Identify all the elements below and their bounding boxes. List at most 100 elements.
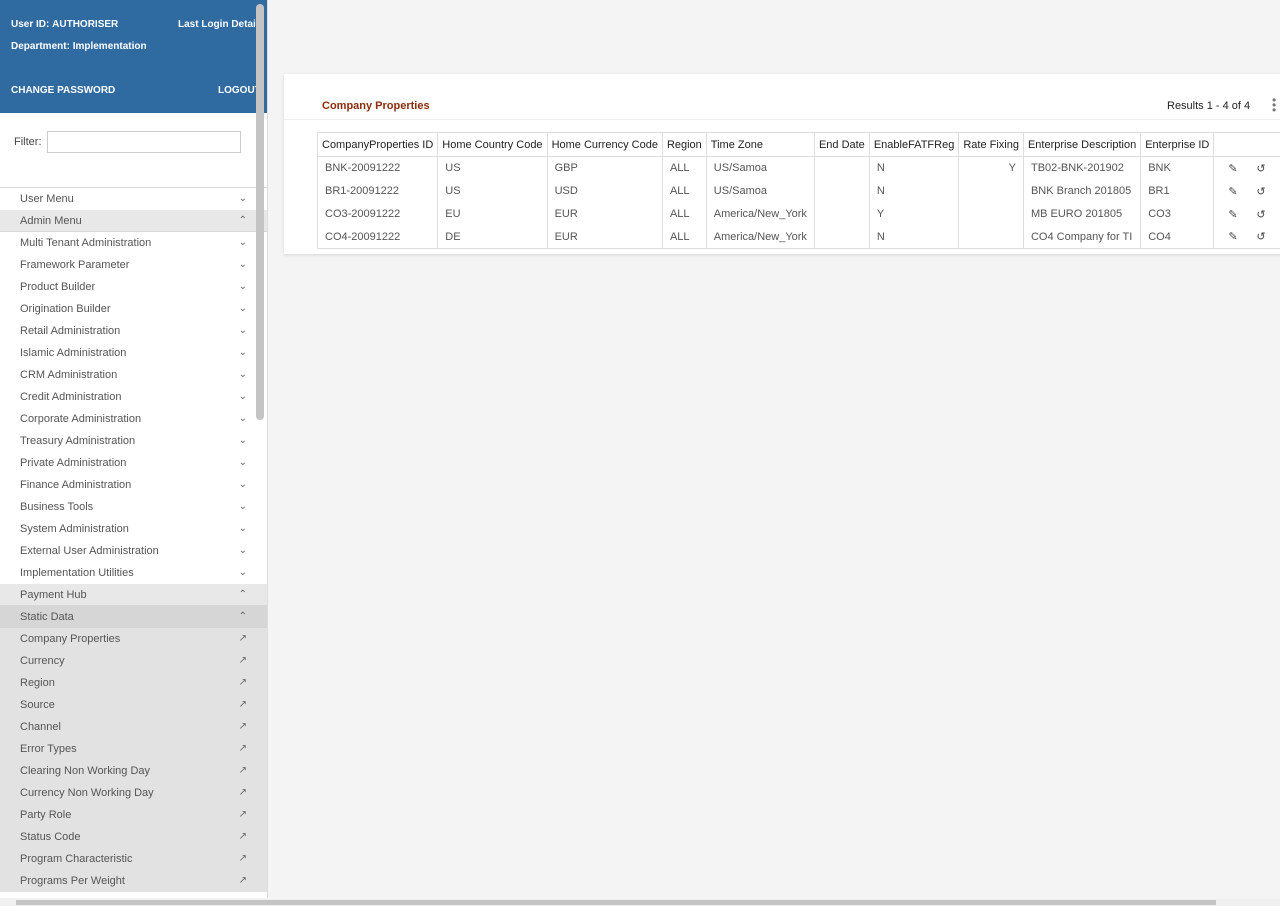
sidebar-item-multi-tenant-administration[interactable]: Multi Tenant Administration ⌄: [0, 232, 267, 254]
chevron-down-icon: ⌄: [238, 501, 247, 512]
sidebar-item-user-menu[interactable]: User Menu ⌄: [0, 188, 267, 210]
table-cell: US/Samoa: [705, 179, 815, 203]
logout-link[interactable]: LOGOUT: [218, 85, 261, 96]
column-header[interactable]: CompanyProperties ID: [316, 132, 439, 157]
table-row[interactable]: CO4-20091222 DE EUR ALL America/New_York N CO4…: [316, 225, 1280, 249]
results-count: Results 1 - 4 of 4: [1167, 100, 1251, 112]
sidebar-item-payment-hub[interactable]: Payment Hub ⌃: [0, 584, 267, 606]
sidebar-item-label: Islamic Administration: [20, 347, 127, 359]
horizontal-scroll-thumb[interactable]: [16, 900, 1216, 905]
sidebar-item-framework-parameter[interactable]: Framework Parameter ⌄: [0, 254, 267, 276]
sidebar-item-error-types[interactable]: Error Types ↗: [0, 738, 267, 760]
table-cell: Y: [958, 156, 1024, 180]
sidebar-item-programs-per-weight[interactable]: Programs Per Weight ↗: [0, 870, 267, 892]
more-options-icon[interactable]: • • •: [1272, 93, 1277, 117]
table-cell: BNK Branch 201805: [1022, 179, 1142, 203]
table-cell: CO3: [1140, 202, 1215, 226]
sidebar-item-program-characteristic[interactable]: Program Characteristic ↗: [0, 848, 267, 870]
table-cell: BNK: [1140, 156, 1215, 180]
sidebar-item-label: Currency: [20, 655, 65, 667]
edit-icon[interactable]: ✎: [1228, 162, 1238, 175]
sidebar-item-currency[interactable]: Currency ↗: [0, 650, 267, 672]
table-cell: US: [437, 156, 548, 180]
sidebar-item-label: Currency Non Working Day: [20, 787, 154, 799]
column-header[interactable]: End Date: [813, 132, 870, 157]
sidebar-item-admin-menu[interactable]: Admin Menu ⌃: [0, 210, 267, 232]
sidebar-item-clearing-non-working-day[interactable]: Clearing Non Working Day ↗: [0, 760, 267, 782]
table-cell: CO4 Company for TI: [1022, 225, 1142, 249]
column-header[interactable]: [1213, 132, 1280, 157]
table-cell: [958, 225, 1024, 249]
sidebar-item-private-administration[interactable]: Private Administration ⌄: [0, 452, 267, 474]
sidebar-item-label: Admin Menu: [20, 215, 82, 227]
sidebar-item-credit-administration[interactable]: Credit Administration ⌄: [0, 386, 267, 408]
sidebar-item-finance-administration[interactable]: Finance Administration ⌄: [0, 474, 267, 496]
department: Department: Implementation: [11, 41, 147, 52]
sidebar-item-party-role[interactable]: Party Role ↗: [0, 804, 267, 826]
sidebar-item-crm-administration[interactable]: CRM Administration ⌄: [0, 364, 267, 386]
column-header[interactable]: Enterprise Description: [1022, 132, 1142, 157]
column-header[interactable]: Region: [661, 132, 707, 157]
sidebar-item-static-data[interactable]: Static Data ⌃: [0, 606, 267, 628]
column-header[interactable]: Rate Fixing: [958, 132, 1024, 157]
table-row[interactable]: BNK-20091222 US GBP ALL US/Samoa N Y TB02-BNK-2…: [316, 156, 1280, 180]
table-cell: ALL: [661, 179, 707, 203]
table-cell: CO4: [1140, 225, 1215, 249]
revert-icon[interactable]: ↺: [1256, 185, 1266, 198]
revert-icon[interactable]: ↺: [1256, 231, 1266, 244]
sidebar-item-treasury-administration[interactable]: Treasury Administration ⌄: [0, 430, 267, 452]
table-cell: EU: [437, 202, 548, 226]
sidebar-item-channel[interactable]: Channel ↗: [0, 716, 267, 738]
column-header[interactable]: EnableFATFReg: [868, 132, 960, 157]
sidebar-item-currency-non-working-day[interactable]: Currency Non Working Day ↗: [0, 782, 267, 804]
sidebar-menu: User Menu ⌄ Admin Menu ⌃ Multi Tenant Admini…: [0, 188, 267, 892]
revert-icon[interactable]: ↺: [1256, 208, 1266, 221]
sidebar-item-label: System Administration: [20, 523, 129, 535]
table-cell: MB EURO 201805: [1022, 202, 1142, 226]
edit-icon[interactable]: ✎: [1228, 231, 1238, 244]
sidebar-scrollbar[interactable]: [256, 4, 264, 420]
horizontal-scrollbar[interactable]: [0, 899, 1280, 906]
table-row[interactable]: BR1-20091222 US USD ALL US/Samoa N BNK Branch …: [316, 179, 1280, 203]
open-link-icon: ↗: [238, 875, 247, 886]
chevron-down-icon: ⌄: [238, 325, 247, 336]
sidebar-item-company-properties[interactable]: Company Properties ↗: [0, 628, 267, 650]
sidebar-item-label: External User Administration: [20, 545, 159, 557]
column-header[interactable]: Home Country Code: [437, 132, 548, 157]
table-cell: ALL: [661, 156, 707, 180]
change-password-link[interactable]: CHANGE PASSWORD: [11, 85, 116, 96]
user-id: User ID: AUTHORISER: [11, 19, 118, 30]
column-header[interactable]: Home Currency Code: [546, 132, 663, 157]
sidebar-item-retail-administration[interactable]: Retail Administration ⌄: [0, 320, 267, 342]
sidebar-item-product-builder[interactable]: Product Builder ⌄: [0, 276, 267, 298]
sidebar-item-business-tools[interactable]: Business Tools ⌄: [0, 496, 267, 518]
open-link-icon: ↗: [238, 765, 247, 776]
sidebar-item-corporate-administration[interactable]: Corporate Administration ⌄: [0, 408, 267, 430]
sidebar-item-origination-builder[interactable]: Origination Builder ⌄: [0, 298, 267, 320]
table-cell: ALL: [661, 202, 707, 226]
sidebar-item-source[interactable]: Source ↗: [0, 694, 267, 716]
table-cell: DE: [437, 225, 548, 249]
table-cell: CO4-20091222: [316, 225, 439, 249]
column-header[interactable]: Enterprise ID: [1140, 132, 1215, 157]
open-link-icon: ↗: [238, 831, 247, 842]
sidebar-item-system-administration[interactable]: System Administration ⌄: [0, 518, 267, 540]
sidebar-item-label: Finance Administration: [20, 479, 132, 491]
sidebar-item-label: CRM Administration: [20, 369, 118, 381]
table-cell: [813, 156, 870, 180]
sidebar-item-implementation-utilities[interactable]: Implementation Utilities ⌄: [0, 562, 267, 584]
chevron-down-icon: ⌄: [238, 303, 247, 314]
sidebar-item-islamic-administration[interactable]: Islamic Administration ⌄: [0, 342, 267, 364]
sidebar-item-status-code[interactable]: Status Code ↗: [0, 826, 267, 848]
sidebar-item-external-user-administration[interactable]: External User Administration ⌄: [0, 540, 267, 562]
filter-input[interactable]: [47, 131, 241, 153]
edit-icon[interactable]: ✎: [1228, 185, 1238, 198]
open-link-icon: ↗: [238, 743, 247, 754]
sidebar-item-region[interactable]: Region ↗: [0, 672, 267, 694]
last-login-link[interactable]: Last Login Details: [178, 19, 265, 30]
revert-icon[interactable]: ↺: [1256, 162, 1266, 175]
column-header[interactable]: Time Zone: [705, 132, 815, 157]
chevron-down-icon: ⌄: [238, 369, 247, 380]
table-row[interactable]: CO3-20091222 EU EUR ALL America/New_York Y MB …: [316, 202, 1280, 226]
edit-icon[interactable]: ✎: [1228, 208, 1238, 221]
